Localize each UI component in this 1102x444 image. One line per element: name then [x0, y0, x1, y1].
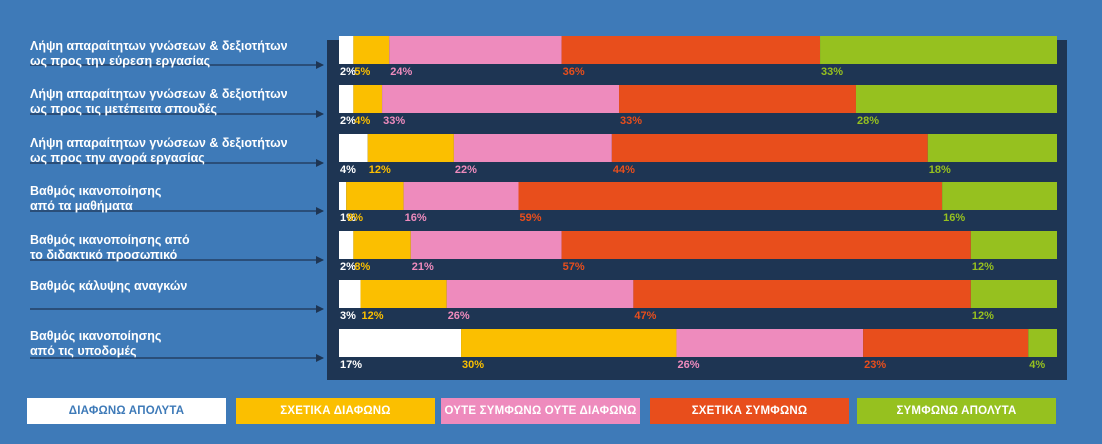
bar-segment	[863, 329, 1029, 357]
data-label: 17%	[340, 359, 362, 371]
data-label: 12%	[972, 261, 994, 273]
bar-segment	[339, 329, 462, 357]
bar-segment	[339, 134, 368, 162]
data-label: 33%	[383, 115, 405, 127]
bar-segment	[942, 182, 1057, 210]
data-label: 36%	[563, 66, 585, 78]
category-label: Βαθμός ικανοποίησης από τις υποδομές	[30, 329, 162, 358]
data-label: 22%	[455, 164, 477, 176]
bar-segment	[453, 134, 612, 162]
data-label: 47%	[634, 310, 656, 322]
bar-segment	[346, 182, 404, 210]
category-label: Λήψη απαραίτητων γνώσεων & δεξιοτήτων ως…	[30, 136, 288, 165]
bar-segment	[353, 231, 411, 259]
data-label: 33%	[821, 66, 843, 78]
data-label: 33%	[620, 115, 642, 127]
data-label: 44%	[613, 164, 635, 176]
bar-segment	[619, 85, 856, 113]
data-label: 12%	[362, 310, 384, 322]
bar-segment	[446, 280, 634, 308]
data-label: 4%	[340, 164, 356, 176]
data-label: 1%	[340, 212, 356, 224]
bar-segment	[339, 36, 354, 64]
legend-item: ΣΥΜΦΩΝΩ ΑΠΟΛΥΤΑ	[857, 398, 1056, 424]
data-label: 28%	[857, 115, 879, 127]
data-label: 24%	[390, 66, 412, 78]
bar-segment	[353, 36, 390, 64]
bar-segment	[676, 329, 864, 357]
data-label: 2%	[340, 115, 356, 127]
legend-item: ΣΧΕΤΙΚΑ ΣΥΜΦΩΝΩ	[650, 398, 849, 424]
bar-segment	[518, 182, 943, 210]
bar-segment	[633, 280, 971, 308]
bar-segment	[927, 134, 1057, 162]
data-label: 26%	[677, 359, 699, 371]
legend-item: ΟΥΤΕ ΣΥΜΦΩΝΩ ΟΥΤΕ ΔΙΑΦΩΝΩ	[441, 398, 640, 424]
bar-segment	[970, 231, 1057, 259]
category-label: Λήψη απαραίτητων γνώσεων & δεξιοτήτων ως…	[30, 39, 288, 68]
bar-segment	[855, 85, 1057, 113]
bar-segment	[820, 36, 1057, 64]
bar-segment	[561, 36, 821, 64]
bar-segment	[611, 134, 928, 162]
data-label: 57%	[563, 261, 585, 273]
bar-segment	[461, 329, 677, 357]
bar-segment	[382, 85, 620, 113]
data-label: 16%	[405, 212, 427, 224]
category-label: Βαθμός κάλυψης αναγκών	[30, 279, 188, 293]
legend-item: ΣΧΕΤΙΚΑ ΔΙΑΦΩΝΩ	[236, 398, 435, 424]
bar-segment	[561, 231, 971, 259]
data-label: 2%	[340, 66, 356, 78]
data-label: 26%	[448, 310, 470, 322]
data-label: 23%	[864, 359, 886, 371]
legend-item: ΔΙΑΦΩΝΩ ΑΠΟΛΥΤΑ	[27, 398, 226, 424]
category-label: Λήψη απαραίτητων γνώσεων & δεξιοτήτων ως…	[30, 87, 288, 116]
data-label: 5%	[354, 66, 370, 78]
category-label: Βαθμός ικανοποίησης από το διδακτικό προ…	[30, 233, 190, 262]
bar-segment	[360, 280, 447, 308]
data-label: 2%	[340, 261, 356, 273]
bar-segment	[970, 280, 1057, 308]
bar-segment	[339, 280, 361, 308]
data-label: 18%	[929, 164, 951, 176]
category-label: Βαθμός ικανοποίησης από τα μαθήματα	[30, 184, 162, 213]
data-label: 12%	[972, 310, 994, 322]
data-label: 8%	[347, 212, 363, 224]
data-label: 12%	[369, 164, 391, 176]
bar-segment	[339, 182, 347, 210]
data-label: 30%	[462, 359, 484, 371]
bar-segment	[339, 231, 354, 259]
data-label: 4%	[1029, 359, 1045, 371]
bar-segment	[367, 134, 454, 162]
data-label: 3%	[340, 310, 356, 322]
bar-segment	[389, 36, 562, 64]
data-label: 8%	[354, 261, 370, 273]
bar-segment	[353, 85, 383, 113]
data-label: 4%	[354, 115, 370, 127]
data-label: 59%	[520, 212, 542, 224]
bar-segment	[410, 231, 562, 259]
bar-segment	[403, 182, 519, 210]
data-label: 16%	[943, 212, 965, 224]
bar-segment	[1028, 329, 1057, 357]
bar-segment	[339, 85, 354, 113]
data-label: 21%	[412, 261, 434, 273]
